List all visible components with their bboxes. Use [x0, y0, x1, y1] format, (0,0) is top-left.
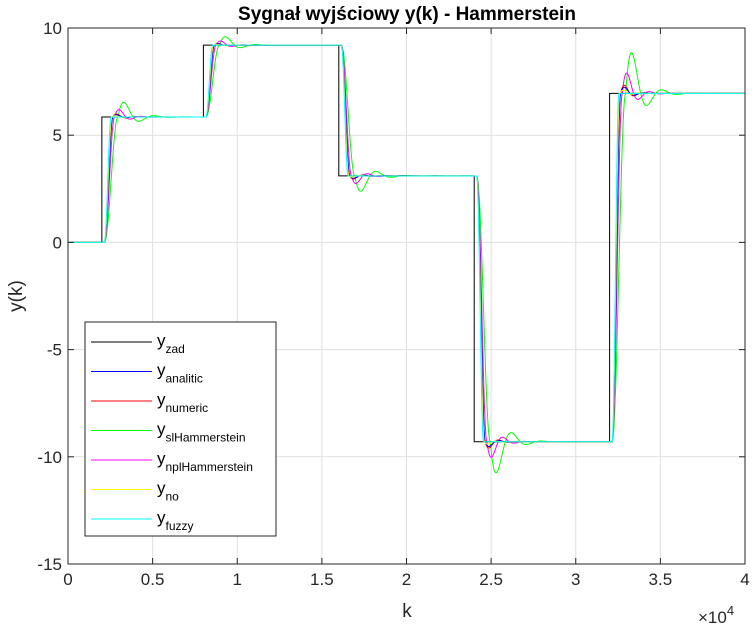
y-tick-label: -10 — [37, 448, 62, 467]
chart-title: Sygnał wyjściowy y(k) - Hammerstein — [238, 4, 576, 25]
x-tick-label: 1.5 — [310, 570, 334, 589]
y-tick-label: 0 — [53, 233, 62, 252]
x-tick-label: 2 — [402, 570, 411, 589]
legend: yzad yanalitic ynumeric yslHammerstein ynplH… — [84, 321, 277, 537]
x-axis-label: k — [402, 601, 412, 622]
series-line-zad — [68, 44, 745, 443]
y-tick-label: 5 — [53, 126, 62, 145]
x-axis: 0 0.5 1 1.5 2 2.5 3 3.5 4 — [63, 28, 750, 589]
y-tick-label: -15 — [37, 555, 62, 574]
y-tick-label: -5 — [47, 341, 62, 360]
series-layer — [68, 36, 745, 474]
legend-label-numeric: ynumeric — [157, 390, 208, 415]
legend-label-zad: yzad — [157, 331, 185, 356]
x-tick-label: 0 — [63, 570, 72, 589]
legend-box — [84, 321, 277, 537]
grid-lines — [67, 27, 746, 565]
x-tick-label: 4 — [740, 570, 749, 589]
y-tick-label: 10 — [43, 19, 62, 38]
x-exponent: ×104 — [698, 603, 734, 626]
legend-label-fuzzy: yfuzzy — [157, 508, 194, 533]
x-tick-label: 3 — [571, 570, 580, 589]
y-axis: -15 -10 -5 0 5 10 — [37, 19, 745, 574]
x-tick-label: 1 — [233, 570, 242, 589]
x-exponent-base: ×10 — [698, 608, 727, 626]
legend-label-nplHammerstein: ynplHammerstein — [157, 449, 253, 474]
x-exponent-power: 4 — [727, 603, 734, 618]
legend-label-no: yno — [157, 479, 179, 504]
series-line-fuzzy — [68, 44, 745, 443]
y-axis-label: y(k) — [6, 280, 27, 312]
x-tick-label: 0.5 — [141, 570, 165, 589]
x-tick-label: 3.5 — [649, 570, 673, 589]
legend-label-slHammerstein: yslHammerstein — [157, 420, 246, 445]
x-tick-label: 2.5 — [479, 570, 503, 589]
legend-label-analitic: yanalitic — [157, 361, 203, 386]
